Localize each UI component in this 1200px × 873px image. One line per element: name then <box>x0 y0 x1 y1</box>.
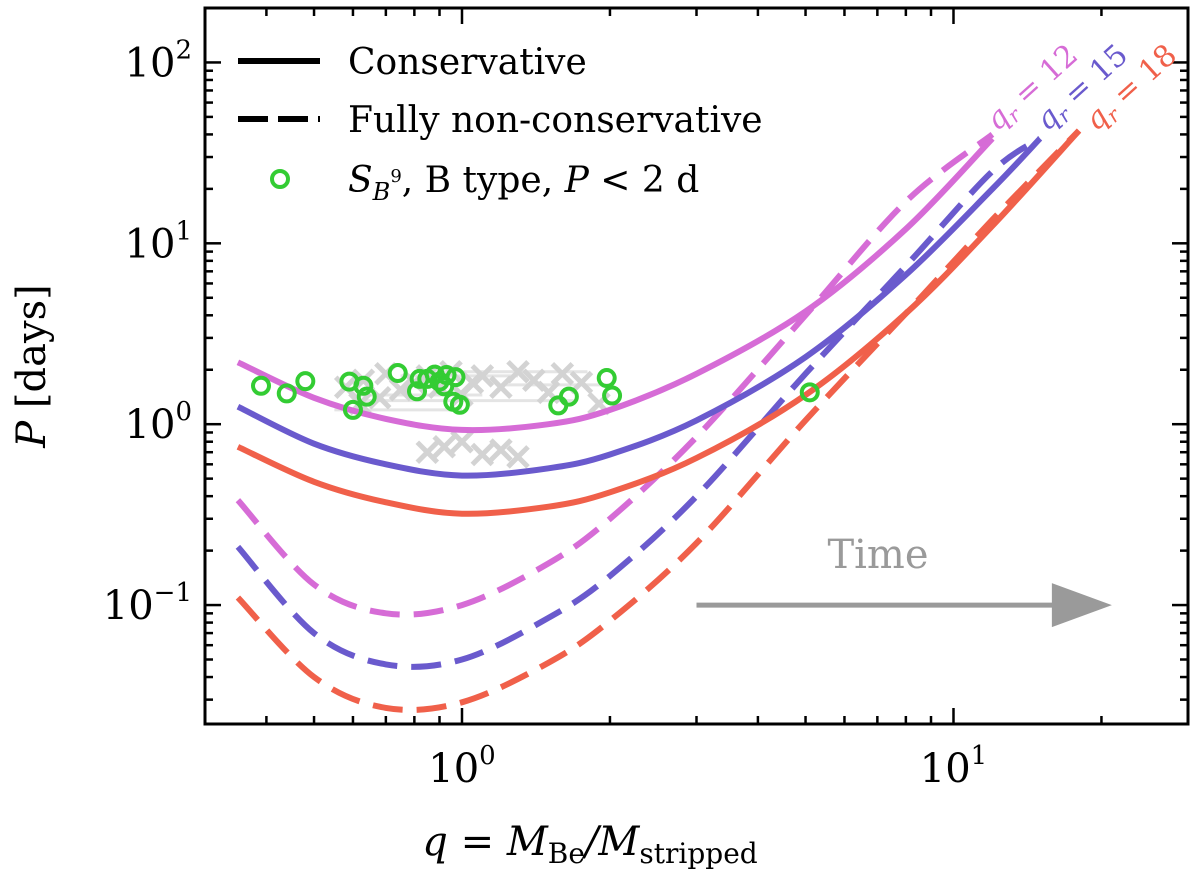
legend-label-nonconservative: Fully non-conservative <box>348 100 763 141</box>
legend-sb9-p: P <box>564 160 590 201</box>
gray-cross-marker <box>432 435 456 459</box>
gray-cross-marker <box>470 442 495 467</box>
sb9-point <box>356 386 377 407</box>
time-arrow-head <box>1051 583 1112 628</box>
x-axis-title-base: q = M <box>422 819 549 865</box>
legend-sb9-sub: B <box>372 178 391 206</box>
gray-cross-stroke-b <box>506 359 530 384</box>
legend-marker-sb9 <box>270 169 290 189</box>
time-annotation: Time <box>696 532 1112 628</box>
gray-cross-marker <box>388 377 413 402</box>
legend-label-sb9: SB9, B type, P < 2 d <box>348 160 699 206</box>
y-tick-label-exp: 1 <box>175 216 192 246</box>
x-tick-label-base: 10 <box>428 746 479 792</box>
series-line-qr12-solid <box>236 136 995 434</box>
legend-sb9-sup: 9 <box>390 166 401 187</box>
y-tick-label-3: 102 <box>125 35 192 86</box>
gray-cross-stroke-b <box>415 440 440 464</box>
plot-frame <box>203 6 1190 726</box>
y-axis-title: P [days] <box>9 284 55 448</box>
legend-sb9-rest: , B type, <box>402 160 565 201</box>
y-tick-label-2: 101 <box>125 216 192 267</box>
gray-cross-stroke-b <box>489 438 513 462</box>
gray-cross-marker <box>506 445 530 469</box>
time-label: Time <box>827 532 928 578</box>
sb9-point <box>445 367 466 388</box>
series-line-qr12-dashed <box>235 132 995 618</box>
gray-cross-marker <box>450 429 474 454</box>
sb9-point <box>436 365 457 386</box>
y-tick-label-1: 100 <box>125 397 192 448</box>
x-axis-title: q = MBe/Mstripped <box>422 819 757 870</box>
x-tick-label-1: 101 <box>920 741 987 792</box>
sb9-point <box>558 386 579 407</box>
plot-area <box>235 128 1082 713</box>
sb9-point <box>449 394 470 415</box>
x-axis-title-sub2: stripped <box>639 837 757 870</box>
legend: Conservative Fully non-conservative SB9,… <box>238 42 763 206</box>
gray-cross-marker <box>489 438 513 462</box>
gray-cross-stroke-b <box>388 377 413 402</box>
gray-cross-marker <box>506 359 530 384</box>
legend-label-conservative: Conservative <box>348 42 587 83</box>
gray-cross-stroke-b <box>470 442 495 467</box>
gray-cross-stroke-b <box>450 429 474 454</box>
series-line-qr18-solid <box>236 128 1082 517</box>
sb9-point <box>407 381 428 402</box>
y-tick-label-0: 10−1 <box>103 578 192 629</box>
sb9-point <box>295 371 316 392</box>
y-axis-title-var: P <box>9 420 55 449</box>
x-tick-label-exp: 1 <box>971 741 988 771</box>
series-line-qr18-dashed <box>235 128 1082 713</box>
y-tick-label-base: 10 <box>103 583 154 629</box>
y-tick-label-exp: 2 <box>175 35 192 65</box>
gray-cross-stroke-b <box>550 362 575 386</box>
sb9-point <box>342 399 363 420</box>
sb9-point <box>596 368 617 389</box>
x-tick-label-exp: 0 <box>479 741 496 771</box>
y-tick-label-base: 10 <box>125 221 176 267</box>
x-axis-title-sub1: Be <box>548 837 585 870</box>
sb9-point <box>387 362 408 383</box>
y-tick-label-exp: 0 <box>175 397 192 427</box>
sb9-point <box>799 382 820 403</box>
gray-cross-marker <box>550 362 575 386</box>
gray-cross-stroke-b <box>470 364 495 388</box>
x-tick-label-base: 10 <box>920 746 971 792</box>
x-axis-title-slash: /M <box>581 819 640 865</box>
gray-cross-stroke-b <box>432 435 456 459</box>
series-line-qr15-dashed <box>235 135 1042 670</box>
y-tick-label-base: 10 <box>125 402 176 448</box>
y-axis-title-unit: [days] <box>9 284 55 421</box>
gray-cross-stroke-b <box>506 445 530 469</box>
gray-cross-marker <box>470 364 495 388</box>
sb9-point <box>276 383 297 404</box>
gray-cross-stroke-b <box>536 380 561 405</box>
sb9-point <box>251 375 272 396</box>
y-tick-label-exp: −1 <box>154 578 192 608</box>
sb9-point <box>602 385 623 406</box>
y-tick-label-base: 10 <box>125 40 176 86</box>
legend-sb9-s: S <box>348 160 373 201</box>
gray-cross-marker <box>415 440 440 464</box>
x-tick-label-0: 100 <box>428 741 495 792</box>
sb9-point <box>353 375 374 396</box>
gray-cross-stroke-b <box>522 368 546 393</box>
series-line-qr15-solid <box>236 136 1043 479</box>
legend-sb9-cond: < 2 d <box>589 160 699 201</box>
